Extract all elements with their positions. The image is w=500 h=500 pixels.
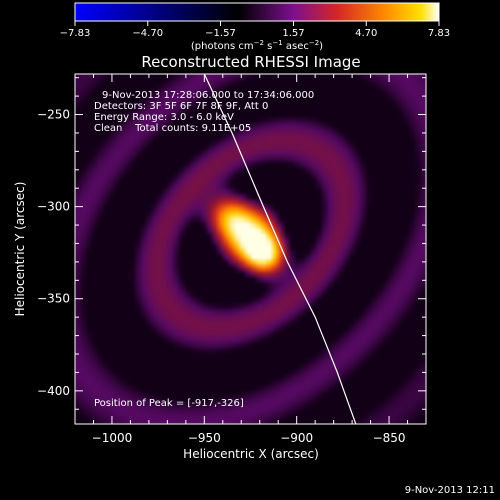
annotation-block: 9-Nov-2013 17:28:06.000 to 17:34:06.000 … bbox=[94, 90, 314, 134]
plot-area bbox=[75, 74, 426, 424]
y-tick-label: −300 bbox=[37, 200, 70, 214]
colorbar-tick-label: 4.70 bbox=[355, 28, 377, 39]
y-tick-label: −350 bbox=[37, 292, 70, 306]
x-tick-label: −900 bbox=[280, 431, 313, 445]
y-axis: −250 −300 −350 −400 bbox=[37, 77, 426, 410]
x-axis: −1000 −950 −900 −850 bbox=[74, 74, 427, 445]
y-tick-label: −400 bbox=[37, 384, 70, 398]
x-tick-label: −1000 bbox=[92, 431, 133, 445]
x-tick-label: −850 bbox=[373, 431, 406, 445]
peak-position-label: Position of Peak = [-917,-326] bbox=[94, 398, 244, 409]
colorbar-ticks: −7.83 −4.70 −1.57 1.57 4.70 7.83 bbox=[60, 21, 450, 39]
heatmap-image bbox=[75, 74, 426, 424]
colorbar-tick-label: −1.57 bbox=[205, 28, 236, 39]
colorbar-tick-label: 7.83 bbox=[428, 28, 450, 39]
plot-frame bbox=[74, 73, 427, 425]
x-tick-label: −950 bbox=[188, 431, 221, 445]
colorbar-gradient bbox=[74, 2, 440, 22]
x-axis-title: Heliocentric X (arcsec) bbox=[183, 447, 319, 461]
footer-timestamp: 9-Nov-2013 12:11 bbox=[405, 485, 495, 496]
limb-curve bbox=[203, 74, 357, 424]
colorbar: −7.83 −4.70 −1.57 1.57 4.70 7.83 (photons cm−… bbox=[60, 2, 450, 52]
annotation-energy: Energy Range: 3.0 - 6.0 keV bbox=[94, 112, 234, 123]
colorbar-tick-label: −4.70 bbox=[132, 28, 163, 39]
y-tick-label: −250 bbox=[37, 108, 70, 122]
annotation-detectors: Detectors: 3F 5F 6F 7F 8F 9F, Att 0 bbox=[94, 101, 268, 112]
colorbar-tick-label: −7.83 bbox=[60, 28, 91, 39]
y-axis-title: Heliocentric Y (arcsec) bbox=[13, 182, 27, 317]
colorbar-unit-label: (photons cm−2 s−1 asec−2) bbox=[191, 39, 323, 52]
colorbar-tick-label: 1.57 bbox=[282, 28, 304, 39]
chart-title: Reconstructed RHESSI Image bbox=[141, 53, 360, 71]
annotation-clean: Clean Total counts: 9.11E+05 bbox=[94, 123, 251, 134]
annotation-time: 9-Nov-2013 17:28:06.000 to 17:34:06.000 bbox=[102, 90, 314, 101]
